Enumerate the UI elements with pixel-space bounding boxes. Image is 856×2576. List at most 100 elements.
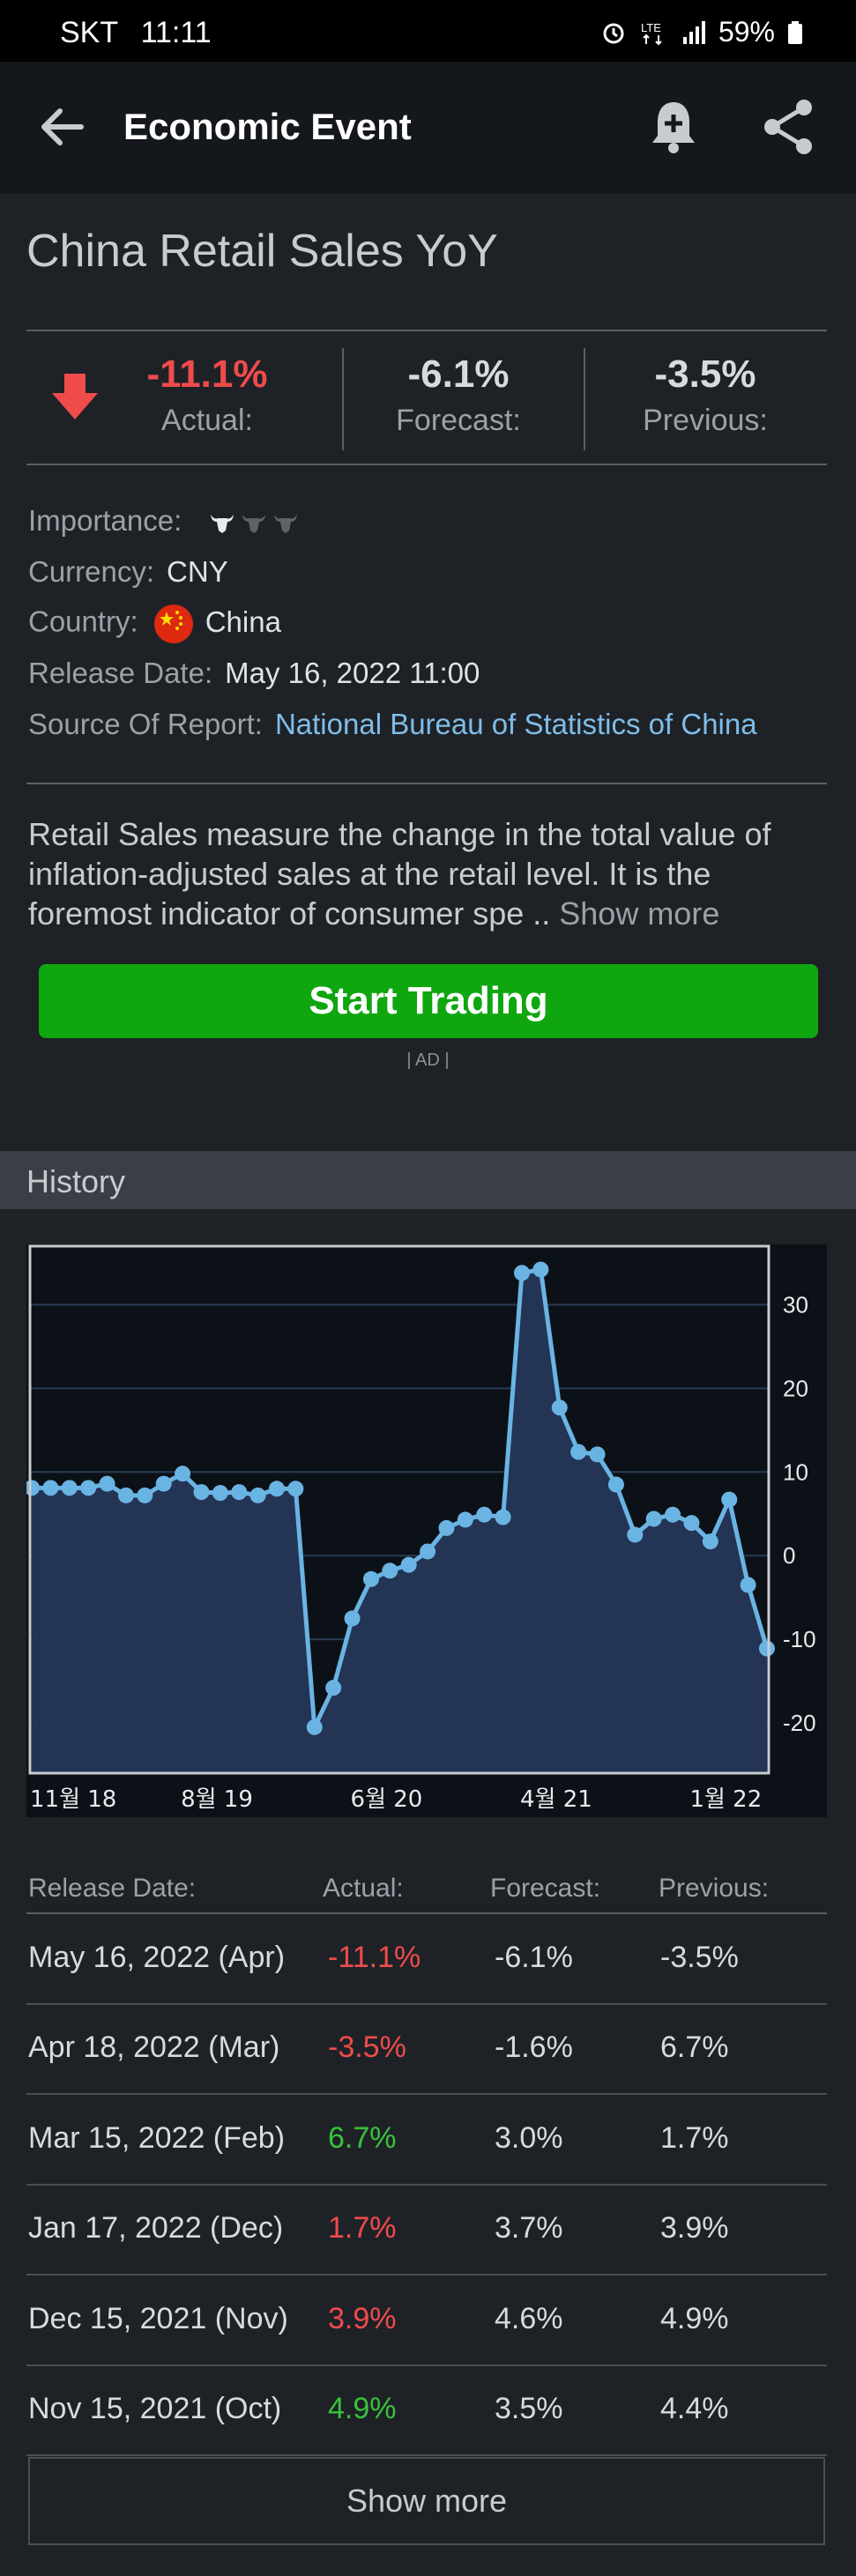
svg-text:LTE: LTE [641,21,661,34]
history-forecast: 3.5% [495,2392,563,2425]
forecast-value-block: -6.1% Forecast: [370,353,547,438]
data-point [137,1487,153,1503]
data-point [80,1480,97,1496]
data-point [99,1475,115,1492]
history-previous: 4.4% [660,2392,729,2425]
importance-bulls [209,511,299,534]
data-point [155,1475,172,1492]
data-point [645,1511,662,1527]
status-bar: SKT 11:11 LTE 59% [0,0,856,62]
history-actual: 4.9% [328,2392,397,2425]
history-date: Apr 18, 2022 (Mar) [28,2030,280,2064]
currency-row: Currency: CNY [28,555,228,589]
battery-percent: 59% [718,16,775,48]
data-point [287,1481,304,1497]
history-section-header: History [0,1151,856,1209]
data-point [532,1261,549,1278]
data-point [61,1480,78,1496]
currency-label: Currency: [28,555,155,588]
history-date: Nov 15, 2021 (Oct) [28,2392,282,2425]
data-point [627,1526,644,1543]
show-more-history-button[interactable]: Show more [28,2457,825,2545]
data-point [589,1446,606,1463]
data-point [175,1466,191,1482]
data-point [457,1511,473,1528]
history-actual: 6.7% [328,2121,397,2155]
data-point [721,1491,738,1508]
history-forecast: 3.0% [495,2121,563,2155]
history-date: Dec 15, 2021 (Nov) [28,2302,288,2335]
carrier-label: SKT [60,16,119,49]
data-point [702,1533,718,1550]
source-row: Source Of Report: National Bureau of Stat… [28,708,757,741]
history-date: Jan 17, 2022 (Dec) [28,2211,284,2245]
data-point [400,1556,417,1573]
table-row: May 16, 2022 (Apr) -11.1% -6.1% -3.5% [0,1914,856,2005]
importance-label: Importance: [28,504,182,537]
col-header-previous: Previous: [659,1874,770,1903]
show-more-description-link[interactable]: Show more [559,895,720,932]
data-point [212,1485,228,1502]
data-point [551,1399,568,1416]
history-actual: -11.1% [328,1941,421,1974]
y-tick-label: 20 [783,1375,808,1401]
history-previous: 6.7% [660,2030,729,2064]
back-arrow-icon[interactable] [35,100,88,153]
data-point [306,1719,323,1735]
history-title: History [26,1163,126,1199]
data-point [231,1484,248,1501]
data-point [362,1570,379,1587]
battery-icon [788,20,802,44]
history-previous: 3.9% [660,2211,729,2245]
data-point [269,1481,285,1497]
country-row: Country: China [28,605,281,643]
row-divider [26,2454,827,2456]
row-divider [26,2274,827,2275]
previous-label: Previous: [643,404,768,437]
y-tick-label: 0 [783,1542,795,1569]
row-divider [26,2003,827,2005]
data-point [476,1506,493,1523]
series-area [32,1269,767,1773]
history-forecast: 4.6% [495,2302,563,2335]
divider [26,330,827,331]
history-forecast: -6.1% [495,1941,573,1974]
screen-title: Economic Event [123,106,412,147]
y-tick-label: -20 [783,1710,816,1736]
add-alert-icon[interactable] [642,95,705,159]
alarm-icon [603,23,624,43]
col-header-forecast: Forecast: [490,1874,601,1903]
clock: 11:11 [140,16,212,49]
data-point [249,1487,266,1503]
divider [26,783,827,784]
data-point [193,1484,210,1501]
history-previous: 4.9% [660,2302,729,2335]
country-label: Country: [28,605,138,638]
share-icon[interactable] [758,95,822,159]
data-point [759,1640,775,1657]
data-point [325,1680,342,1696]
divider [342,348,344,450]
release-row: Release Date: May 16, 2022 11:00 [28,657,480,690]
source-label: Source Of Report: [28,708,263,740]
col-header-actual: Actual: [323,1874,404,1903]
start-trading-button[interactable]: Start Trading [39,964,818,1038]
forecast-value: -6.1% [407,353,510,396]
y-tick-label: 30 [783,1291,808,1318]
event-description: Retail Sales measure the change in the t… [28,814,830,933]
actual-label: Actual: [161,404,253,437]
row-divider [26,2364,827,2366]
source-link[interactable]: National Bureau of Statistics of China [274,708,757,740]
data-point [438,1519,455,1536]
data-point [740,1577,756,1593]
actual-value: -11.1% [146,353,268,396]
currency-value: CNY [167,555,228,588]
release-label: Release Date: [28,657,213,689]
app-bar: Economic Event [0,62,856,194]
table-row: Nov 15, 2021 (Oct) 4.9% 3.5% 4.4% [0,2365,856,2456]
importance-row: Importance: [28,504,299,538]
data-point [570,1444,587,1460]
bull-icon [211,515,234,534]
y-tick-label: 10 [783,1459,808,1485]
event-title: China Retail Sales YoY [26,226,498,277]
